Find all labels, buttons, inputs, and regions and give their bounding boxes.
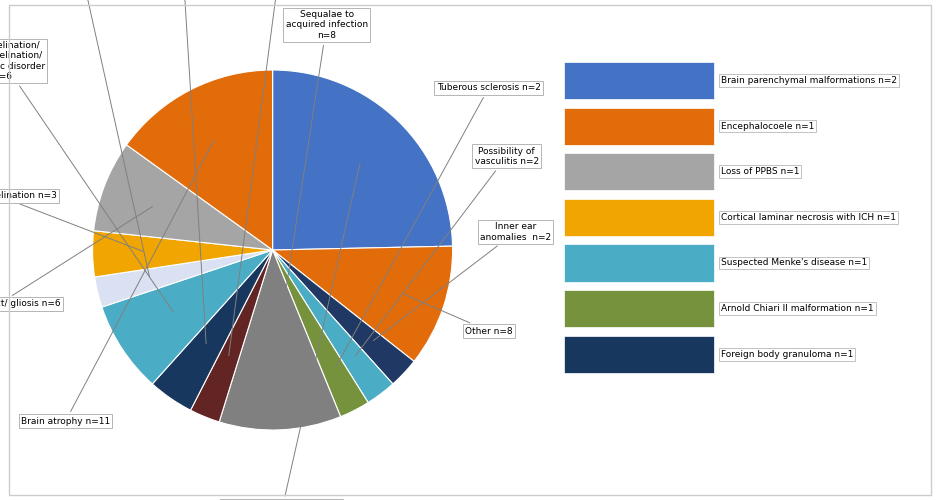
Text: Foreign body granuloma n=1: Foreign body granuloma n=1 [721,350,854,359]
Wedge shape [93,230,273,277]
Text: Dysmyelination/
hypomyelination/
metabolic disorder
n=6: Dysmyelination/ hypomyelination/ metabol… [0,41,173,312]
Text: Brain atrophy n=11: Brain atrophy n=11 [21,140,214,426]
Wedge shape [273,70,452,250]
Wedge shape [273,250,414,384]
FancyBboxPatch shape [564,336,714,373]
Text: Possibility of
vasculitis n=2: Possibility of vasculitis n=2 [355,146,539,356]
FancyBboxPatch shape [564,153,714,190]
Text: Encephalocoele n=1: Encephalocoele n=1 [721,122,815,130]
Text: Sequalae to trauma n=2: Sequalae to trauma n=2 [19,0,149,277]
Text: Cortical laminar necrosis with ICH n=1: Cortical laminar necrosis with ICH n=1 [721,213,896,222]
Text: Inner ear
anomalies  n=2: Inner ear anomalies n=2 [373,222,551,340]
Text: Sequalae to
acquired infection
n=8: Sequalae to acquired infection n=8 [277,10,368,346]
Text: Arnold Chiari II malformation n=1: Arnold Chiari II malformation n=1 [721,304,874,313]
FancyBboxPatch shape [564,62,714,99]
Text: Brain parenchymal malformations n=2: Brain parenchymal malformations n=2 [721,76,897,85]
Text: Other n=8: Other n=8 [403,294,512,336]
Wedge shape [219,250,340,430]
FancyBboxPatch shape [564,108,714,144]
Text: Tuberous sclerosis n=2: Tuberous sclerosis n=2 [336,84,540,368]
FancyBboxPatch shape [564,290,714,327]
Wedge shape [273,250,368,416]
Wedge shape [273,250,393,402]
Text: Chronic infarct/ gliosis n=6: Chronic infarct/ gliosis n=6 [0,206,152,308]
Text: Acute demyelination n=3: Acute demyelination n=3 [0,192,144,252]
Text: Sequalae to congenital or
perinatal infection  n=2: Sequalae to congenital or perinatal infe… [223,0,340,356]
Text: Hydrocephalus n=3: Hydrocephalus n=3 [138,0,227,344]
Text: Suspected Menke's disease n=1: Suspected Menke's disease n=1 [721,258,868,268]
Text: Loss of PPBS n=1: Loss of PPBS n=1 [721,167,800,176]
FancyBboxPatch shape [564,244,714,282]
Wedge shape [191,250,273,422]
Wedge shape [95,250,273,307]
Wedge shape [127,70,273,250]
FancyBboxPatch shape [564,199,714,236]
Text: Sequalae to hypoxic or
hypoglycemic insult n=18: Sequalae to hypoxic or hypoglycemic insu… [222,162,360,500]
Wedge shape [273,246,452,362]
Wedge shape [152,250,273,410]
Wedge shape [94,145,273,250]
Wedge shape [102,250,273,384]
